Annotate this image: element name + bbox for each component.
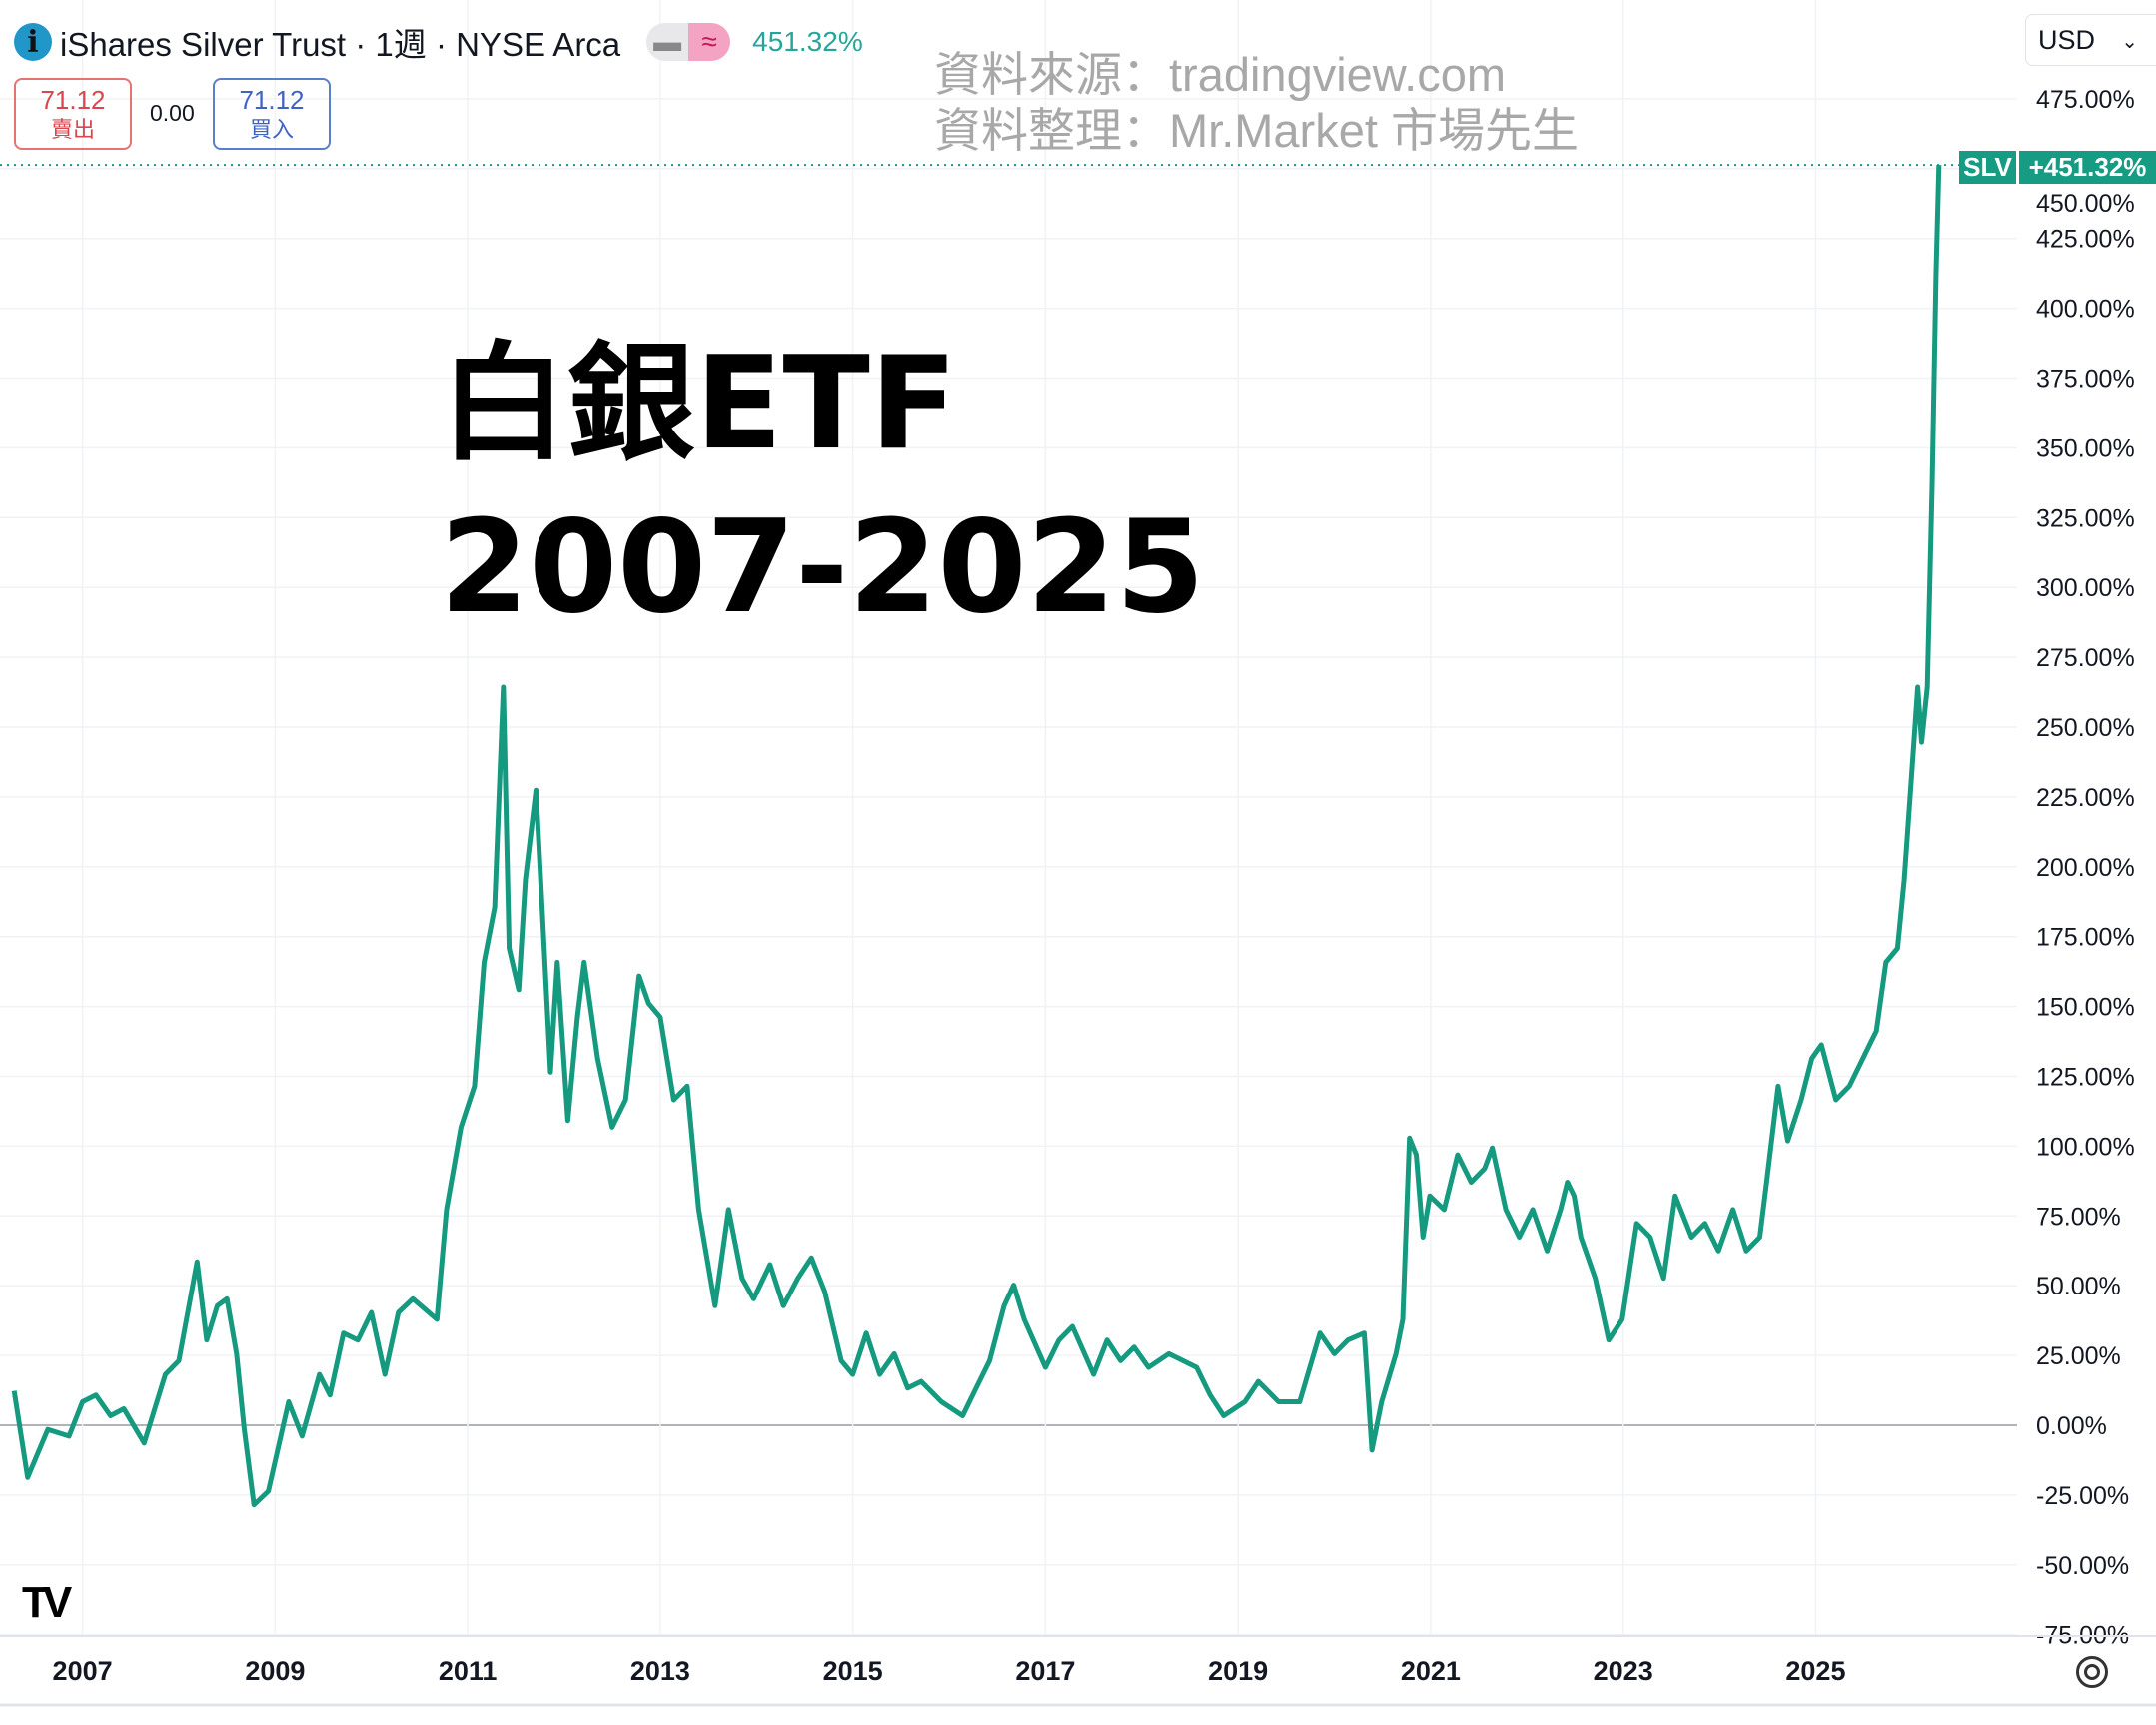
spread-value: 0.00	[150, 100, 195, 126]
symbol-header: i iShares Silver Trust · 1週 · NYSE Arca …	[14, 18, 863, 66]
sell-price: 71.12	[40, 85, 106, 115]
approx-icon[interactable]: ≈	[688, 23, 731, 61]
y-tick-label: -25.00%	[2036, 1482, 2129, 1510]
y-tick-label: 250.00%	[2036, 714, 2135, 742]
y-tick-label: 0.00%	[2036, 1412, 2107, 1440]
buy-label: 買入	[249, 117, 294, 142]
y-tick-label: 475.00%	[2036, 86, 2135, 114]
y-tick-label: 400.00%	[2036, 296, 2135, 324]
y-tick-label: 125.00%	[2036, 1064, 2135, 1092]
symbol-tag: SLV	[1959, 151, 2016, 184]
y-tick-label: 25.00%	[2036, 1342, 2121, 1370]
x-tick-label: 2023	[1594, 1656, 1653, 1686]
y-tick-label: 100.00%	[2036, 1133, 2135, 1161]
y-tick-label: 50.00%	[2036, 1273, 2121, 1300]
y-tick-label: 200.00%	[2036, 854, 2135, 882]
change-percent: 451.32%	[752, 26, 863, 57]
currency-select[interactable]: USD ⌄	[2025, 14, 2156, 66]
watermark-compiled: 資料整理：Mr.Market 市場先生	[934, 104, 1579, 157]
y-tick-label: 175.00%	[2036, 924, 2135, 952]
x-tick-label: 2021	[1401, 1656, 1461, 1686]
y-tick-label: -50.00%	[2036, 1552, 2129, 1580]
tradingview-logo[interactable]: TV	[22, 1578, 72, 1627]
watermark-source: 資料來源：tradingview.com	[934, 48, 1506, 101]
overlay-subtitle: 2007-2025	[440, 493, 1205, 642]
buy-button[interactable]: 71.12 買入	[213, 78, 331, 150]
x-tick-label: 2025	[1785, 1656, 1845, 1686]
x-tick-label: 2013	[630, 1656, 690, 1686]
indicator-toggle[interactable]: ▬ ≈	[646, 23, 731, 61]
x-tick-label: 2015	[823, 1656, 883, 1686]
last-value-tag: +451.32%	[2019, 151, 2156, 184]
y-tick-label: 300.00%	[2036, 574, 2135, 602]
sell-button[interactable]: 71.12 賣出	[14, 78, 132, 150]
minus-icon[interactable]: ▬	[646, 23, 689, 61]
y-tick-label: 275.00%	[2036, 644, 2135, 672]
chevron-down-icon: ⌄	[2121, 31, 2138, 53]
y-tick-label: 350.00%	[2036, 434, 2135, 462]
info-icon[interactable]: i	[14, 23, 52, 61]
symbol-title[interactable]: iShares Silver Trust · 1週 · NYSE Arca	[60, 26, 621, 63]
x-tick-label: 2007	[53, 1656, 113, 1686]
y-tick-label: 150.00%	[2036, 994, 2135, 1022]
x-tick-label: 2009	[245, 1656, 305, 1686]
y-tick-label: 225.00%	[2036, 784, 2135, 812]
series-line-slv	[11, 165, 1942, 1508]
buy-price: 71.12	[239, 85, 305, 115]
y-tick-label: 425.00%	[2036, 226, 2135, 254]
x-tick-label: 2019	[1208, 1656, 1268, 1686]
sell-label: 賣出	[50, 117, 95, 142]
currency-value: USD	[2038, 25, 2096, 55]
x-tick-label: 2011	[439, 1656, 498, 1686]
y-tick-label: 450.00%	[2036, 190, 2135, 218]
y-tick-label: 75.00%	[2036, 1203, 2121, 1231]
settings-icon[interactable]	[2076, 1656, 2108, 1688]
y-tick-label: 375.00%	[2036, 366, 2135, 394]
x-tick-label: 2017	[1015, 1656, 1075, 1686]
y-tick-label: 325.00%	[2036, 504, 2135, 532]
overlay-title: 白銀ETF	[440, 330, 958, 478]
